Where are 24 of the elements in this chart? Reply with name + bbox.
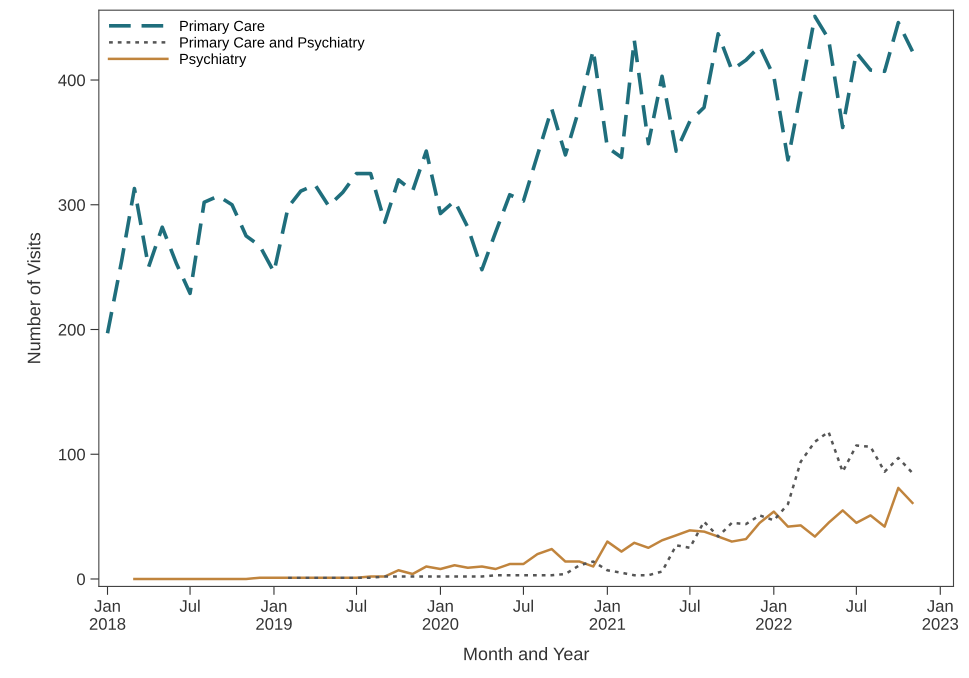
x-tick-label: Jan 2020: [422, 600, 458, 630]
line-series: [133, 486, 914, 580]
x-tick-label: Jul: [180, 600, 200, 612]
line-series: [286, 430, 914, 579]
legend-label: Primary Care and Psychiatry: [180, 36, 365, 50]
y-tick-label: 100: [59, 448, 85, 460]
x-tick-label: Jul: [680, 600, 700, 612]
y-axis-title: Number of Visits: [27, 232, 40, 363]
x-tick-label: Jan 2019: [256, 600, 292, 630]
x-tick-label: Jan 2021: [590, 600, 626, 630]
x-tick-label: Jul: [513, 600, 533, 612]
y-tick-label: 200: [58, 324, 85, 336]
y-tick-label: 0: [77, 573, 85, 586]
y-tick-label: 300: [58, 199, 85, 211]
x-axis-title: Month and Year: [464, 647, 590, 660]
x-tick-label: Jan 2018: [90, 600, 126, 630]
line-series: [106, 14, 914, 336]
x-tick-label: Jan 2022: [756, 600, 792, 630]
y-tick-label: 400: [58, 74, 85, 86]
x-tick-label: Jul: [846, 600, 866, 612]
legend-label: Psychiatry: [180, 53, 246, 67]
x-tick-label: Jan 2023: [922, 600, 958, 630]
legend-label: Primary Care: [180, 20, 264, 34]
x-tick-label: Jul: [346, 600, 366, 612]
